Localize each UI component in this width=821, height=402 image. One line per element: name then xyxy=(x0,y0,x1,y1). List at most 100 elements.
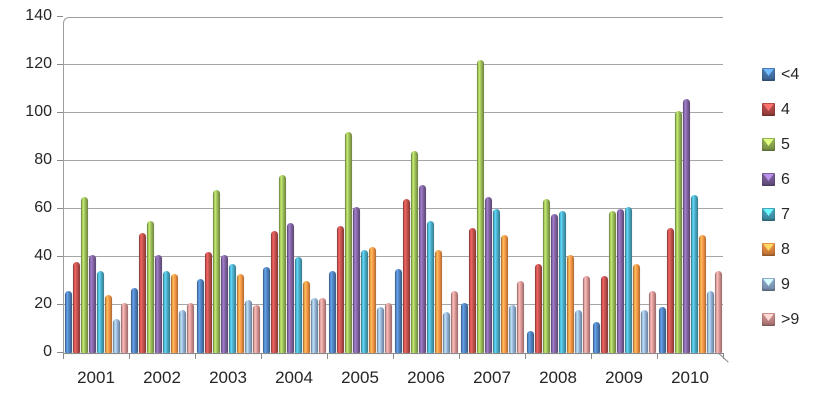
x-axis-label-2002: 2002 xyxy=(143,368,181,387)
legend-label-6: 6 xyxy=(781,170,790,188)
bar-7-2006 xyxy=(426,221,434,353)
legend-marker-bevel xyxy=(763,279,774,287)
bar-lt4-2001 xyxy=(64,290,72,353)
legend-marker-bevel xyxy=(763,209,774,217)
bar-5-2006 xyxy=(410,151,418,353)
gridline-80 xyxy=(63,160,723,161)
bar-9-2009 xyxy=(640,309,648,353)
legend-label-5: 5 xyxy=(781,135,790,153)
bar-5-2005 xyxy=(344,132,352,353)
y-axis-label-140: 140 xyxy=(25,7,52,24)
x-tick-2 xyxy=(195,354,196,359)
y-tick-0 xyxy=(57,352,63,353)
bar-8-2001 xyxy=(104,295,112,353)
legend-marker-lt4-icon xyxy=(762,68,775,81)
gridline-100 xyxy=(63,112,723,113)
bar-4-2008 xyxy=(534,264,542,353)
bar-9-2010 xyxy=(706,290,714,353)
x-axis-line xyxy=(63,353,724,354)
y-tick-20 xyxy=(57,304,63,305)
x-tick-7 xyxy=(525,354,526,359)
legend-item-lt4: <4 xyxy=(762,57,821,92)
y-axis-label-60: 60 xyxy=(34,199,52,216)
y-tick-40 xyxy=(57,256,63,257)
bar-9-2001 xyxy=(112,319,120,353)
bar-6-2002 xyxy=(154,254,162,353)
x-axis-label-2008: 2008 xyxy=(539,368,577,387)
bar-gt9-2010 xyxy=(714,271,722,353)
bar-5-2004 xyxy=(278,175,286,353)
x-axis-label-2009: 2009 xyxy=(605,368,643,387)
legend-label-4: 4 xyxy=(781,100,790,118)
legend-marker-8-icon xyxy=(762,243,775,256)
gridline-120 xyxy=(63,64,723,65)
bar-9-2007 xyxy=(508,305,516,353)
legend-marker-9-icon xyxy=(762,278,775,291)
bar-7-2003 xyxy=(228,264,236,353)
bar-8-2006 xyxy=(434,249,442,353)
bar-8-2008 xyxy=(566,254,574,353)
bar-5-2008 xyxy=(542,199,550,353)
legend-item-5: 5 xyxy=(762,127,821,162)
bar-7-2005 xyxy=(360,249,368,353)
bar-4-2001 xyxy=(72,261,80,353)
x-axis-label-2004: 2004 xyxy=(275,368,313,387)
bar-9-2003 xyxy=(244,300,252,353)
legend-marker-4-icon xyxy=(762,103,775,116)
bar-gt9-2003 xyxy=(252,305,260,353)
gridline-60 xyxy=(63,208,723,209)
bar-5-2009 xyxy=(608,211,616,353)
bar-8-2005 xyxy=(368,247,376,353)
x-axis-label-2007: 2007 xyxy=(473,368,511,387)
bar-4-2006 xyxy=(402,199,410,353)
bar-6-2001 xyxy=(88,254,96,353)
bar-9-2008 xyxy=(574,309,582,353)
bar-9-2006 xyxy=(442,312,450,353)
legend-item-6: 6 xyxy=(762,162,821,197)
bar-5-2001 xyxy=(80,197,88,353)
x-axis-label-2003: 2003 xyxy=(209,368,247,387)
bar-5-2003 xyxy=(212,189,220,353)
bar-9-2002 xyxy=(178,309,186,353)
bar-8-2007 xyxy=(500,235,508,353)
legend-marker-bevel xyxy=(763,69,774,77)
bar-lt4-2007 xyxy=(460,302,468,353)
x-tick-3 xyxy=(261,354,262,359)
x-tick-5 xyxy=(393,354,394,359)
bar-4-2009 xyxy=(600,276,608,353)
plot-area xyxy=(63,17,723,353)
legend-marker-bevel xyxy=(763,314,774,322)
bar-6-2008 xyxy=(550,213,558,353)
bar-6-2003 xyxy=(220,254,228,353)
bar-7-2001 xyxy=(96,271,104,353)
bar-6-2006 xyxy=(418,185,426,353)
x-axis-label-2001: 2001 xyxy=(77,368,115,387)
x-axis-label-2010: 2010 xyxy=(671,368,709,387)
bar-gt9-2008 xyxy=(582,276,590,353)
bar-8-2009 xyxy=(632,264,640,353)
legend-item-gt9: >9 xyxy=(762,302,821,337)
y-tick-80 xyxy=(57,160,63,161)
bar-lt4-2005 xyxy=(328,271,336,353)
legend-marker-bevel xyxy=(763,244,774,252)
bar-7-2002 xyxy=(162,271,170,353)
x-axis-label-2006: 2006 xyxy=(407,368,445,387)
y-axis-label-80: 80 xyxy=(34,151,52,168)
y-axis-label-20: 20 xyxy=(34,295,52,312)
bar-8-2010 xyxy=(698,235,706,353)
legend-marker-bevel xyxy=(763,104,774,112)
bar-gt9-2007 xyxy=(516,281,524,353)
legend-marker-bevel xyxy=(763,139,774,147)
legend-item-8: 8 xyxy=(762,232,821,267)
bar-lt4-2010 xyxy=(658,307,666,353)
bar-9-2004 xyxy=(310,297,318,353)
bar-4-2005 xyxy=(336,225,344,353)
y-axis-label-100: 100 xyxy=(25,103,52,120)
bar-lt4-2006 xyxy=(394,269,402,353)
bar-6-2010 xyxy=(682,98,690,353)
legend-marker-bevel xyxy=(763,174,774,182)
x-axis-label-2005: 2005 xyxy=(341,368,379,387)
legend-marker-6-icon xyxy=(762,173,775,186)
bar-lt4-2004 xyxy=(262,266,270,353)
x-tick-0 xyxy=(63,354,64,359)
